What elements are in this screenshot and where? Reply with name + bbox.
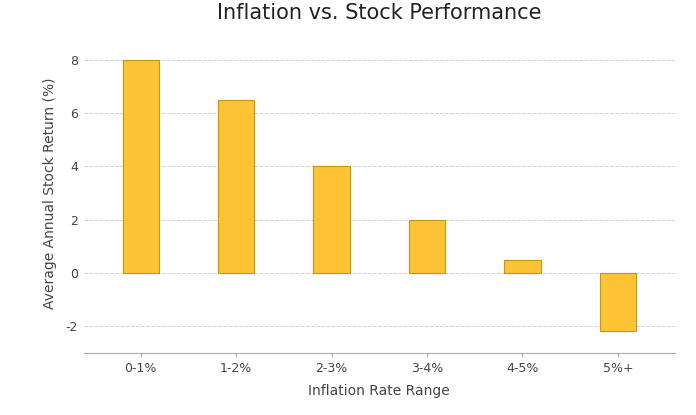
Bar: [313, 166, 350, 273]
Bar: [218, 100, 254, 273]
Bar: [409, 220, 445, 273]
X-axis label: Inflation Rate Range: Inflation Rate Range: [308, 384, 450, 398]
Title: Inflation vs. Stock Performance: Inflation vs. Stock Performance: [217, 3, 541, 23]
Bar: [600, 273, 636, 332]
Bar: [505, 259, 541, 273]
Bar: [122, 60, 159, 273]
Y-axis label: Average Annual Stock Return (%): Average Annual Stock Return (%): [43, 77, 57, 309]
